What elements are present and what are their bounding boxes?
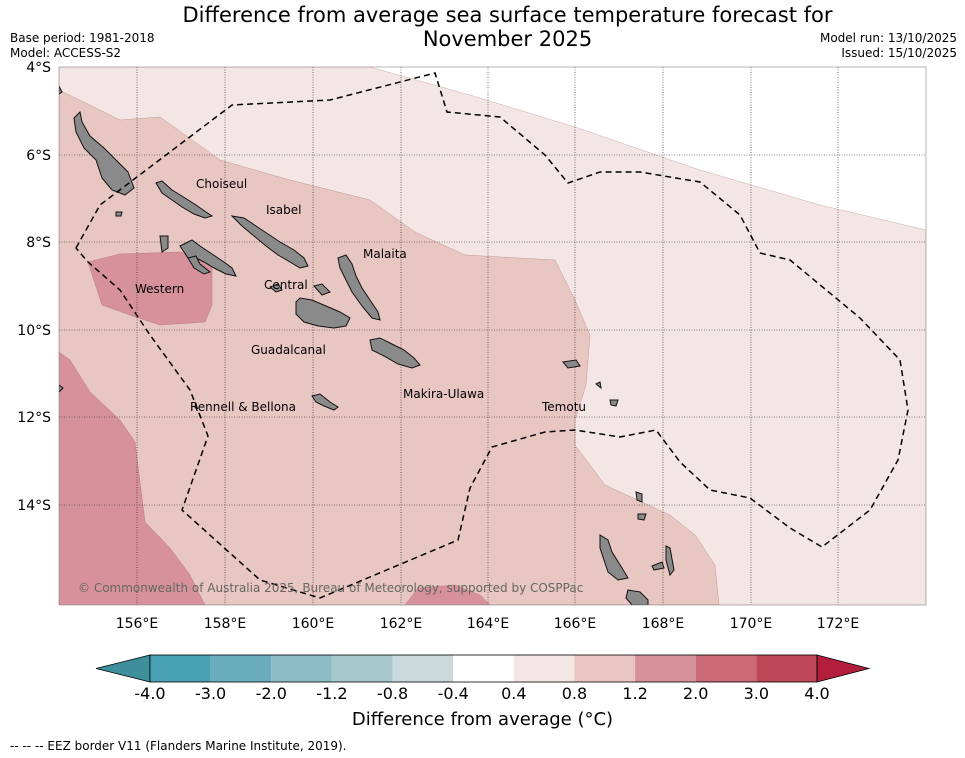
colorbar-tick-label: -3.0: [195, 684, 226, 703]
lon-label: 158°E: [204, 616, 247, 632]
colorbar-segment: [210, 655, 272, 682]
run-info: Model run: 13/10/2025 Issued: 15/10/2025: [820, 31, 957, 61]
island-malaita: [337, 254, 381, 321]
lon-label: 166°E: [554, 616, 597, 632]
colorbar-segment: [453, 655, 514, 682]
colorbar-tick-label: 1.2: [622, 684, 647, 703]
province-label: Choiseul: [196, 177, 247, 191]
map-area: [59, 67, 926, 605]
colorbar-extend-high: [816, 654, 871, 683]
model-run: Model run: 13/10/2025: [819, 31, 957, 45]
island-makira: [369, 337, 421, 369]
colorbar: [95, 654, 871, 683]
copyright-text: © Commonwealth of Australia 2025, Bureau…: [78, 581, 583, 595]
anomaly-1.2-2.0-south: [404, 584, 491, 605]
lon-label: 156°E: [116, 616, 159, 632]
model-name: Model: ACCESS-S2: [10, 46, 122, 60]
anomaly-1.2-2.0-southwest: [59, 351, 206, 605]
island-santa-cruz: [562, 359, 581, 369]
lat-label: 6°S: [26, 148, 51, 164]
base-period: Base period: 1981-2018: [10, 31, 155, 45]
colorbar-segment: [150, 655, 211, 682]
colorbar-segment: [513, 655, 575, 682]
title-line-1: Difference from average sea surface temp…: [182, 3, 833, 27]
island-russell: [269, 283, 283, 293]
colorbar-segment: [635, 655, 696, 682]
island-isabel: [230, 215, 309, 269]
province-label: Central: [264, 278, 308, 292]
longitude-labels: 156°E 158°E 160°E 162°E 164°E 166°E 168°E 170°E…: [116, 616, 860, 632]
lon-label: 162°E: [380, 616, 423, 632]
colorbar-title: Difference from average (°C): [351, 709, 614, 730]
province-label: Guadalcanal: [251, 343, 326, 357]
province-label: Isabel: [266, 203, 301, 217]
islands: [59, 85, 675, 605]
map-frame: [58, 66, 927, 606]
colorbar-tick-label: -2.0: [256, 684, 287, 703]
lat-label: 8°S: [26, 235, 51, 251]
island-bougainville-edge: [59, 85, 63, 95]
colorbar-tick-label: -0.4: [438, 684, 469, 703]
colorbar-segment: [271, 655, 332, 682]
graticule: [59, 67, 926, 605]
province-label: Temotu: [541, 400, 586, 414]
colorbar-tick-label: -4.0: [134, 684, 165, 703]
colorbar-tick-label: -0.8: [377, 684, 408, 703]
colorbar-tick-label: 3.0: [744, 684, 769, 703]
colorbar-segment: [574, 655, 636, 682]
model-info: Base period: 1981-2018 Model: ACCESS-S2: [10, 31, 155, 61]
colorbar-segment: [695, 655, 757, 682]
lon-label: 164°E: [467, 616, 510, 632]
colorbar-tick-labels: -4.0 -3.0 -2.0 -1.2 -0.8 -0.4 0.4 0.8 1.2 2.0 3.0 4…: [134, 684, 829, 703]
map-title: Difference from average sea surface temp…: [180, 3, 835, 51]
province-label: Rennell & Bellona: [190, 400, 296, 414]
lat-label: 4°S: [26, 60, 51, 76]
island-vanikoro: [609, 399, 619, 407]
lat-label: 10°S: [17, 323, 51, 339]
colorbar-tick-label: 4.0: [804, 684, 829, 703]
lon-label: 160°E: [292, 616, 335, 632]
island-vanuatu-north: [635, 491, 643, 503]
lat-label: 14°S: [17, 498, 51, 514]
lat-label: 12°S: [17, 410, 51, 426]
colorbar-tick-label: 0.4: [501, 684, 526, 703]
island-edge-south: [59, 384, 64, 393]
province-label: Malaita: [363, 247, 407, 261]
island-vanuatu-small: [637, 513, 647, 521]
island-florida: [313, 283, 331, 296]
colorbar-tick-label: 0.8: [562, 684, 587, 703]
colorbar-segment: [756, 655, 817, 682]
island-western-shortland: [73, 110, 135, 196]
island-choiseul: [155, 180, 214, 219]
colorbar-tick-label: 2.0: [683, 684, 708, 703]
lon-label: 172°E: [817, 616, 860, 632]
colorbar-frame: [149, 654, 818, 683]
island-vanuatu-pentecost: [665, 545, 675, 577]
island-vella: [187, 255, 212, 275]
colorbar-extend-low: [95, 654, 151, 683]
lon-label: 168°E: [642, 616, 685, 632]
island-vanuatu-espiritu: [599, 534, 629, 581]
eez-legend: -- -- -- EEZ border V11 (Flanders Marine…: [10, 739, 347, 753]
island-kolombangara: [159, 235, 169, 253]
province-label: Makira-Ulawa: [403, 387, 484, 401]
lon-label: 170°E: [730, 616, 773, 632]
colorbar-segment: [331, 655, 393, 682]
province-label: Western: [135, 282, 184, 296]
colorbar-segment: [392, 655, 454, 682]
island-rennell: [311, 393, 339, 411]
title-line-2: November 2025: [422, 27, 593, 51]
province-labels: Choiseul Isabel Malaita Western Central Guada…: [135, 177, 586, 414]
island-small-west: [115, 211, 123, 217]
latitude-labels: 4°S 6°S 8°S 10°S 12°S 14°S: [17, 60, 51, 514]
eez-border: [75, 72, 909, 599]
issued-date: Issued: 15/10/2025: [841, 46, 957, 60]
island-utupua: [595, 381, 602, 390]
island-vanuatu-malekula: [625, 589, 649, 605]
island-guadalcanal: [295, 297, 351, 329]
island-vanuatu-ambae: [651, 561, 665, 571]
colorbar-tick-label: -1.2: [316, 684, 347, 703]
anomaly-1.2-2.0-western: [87, 251, 213, 326]
